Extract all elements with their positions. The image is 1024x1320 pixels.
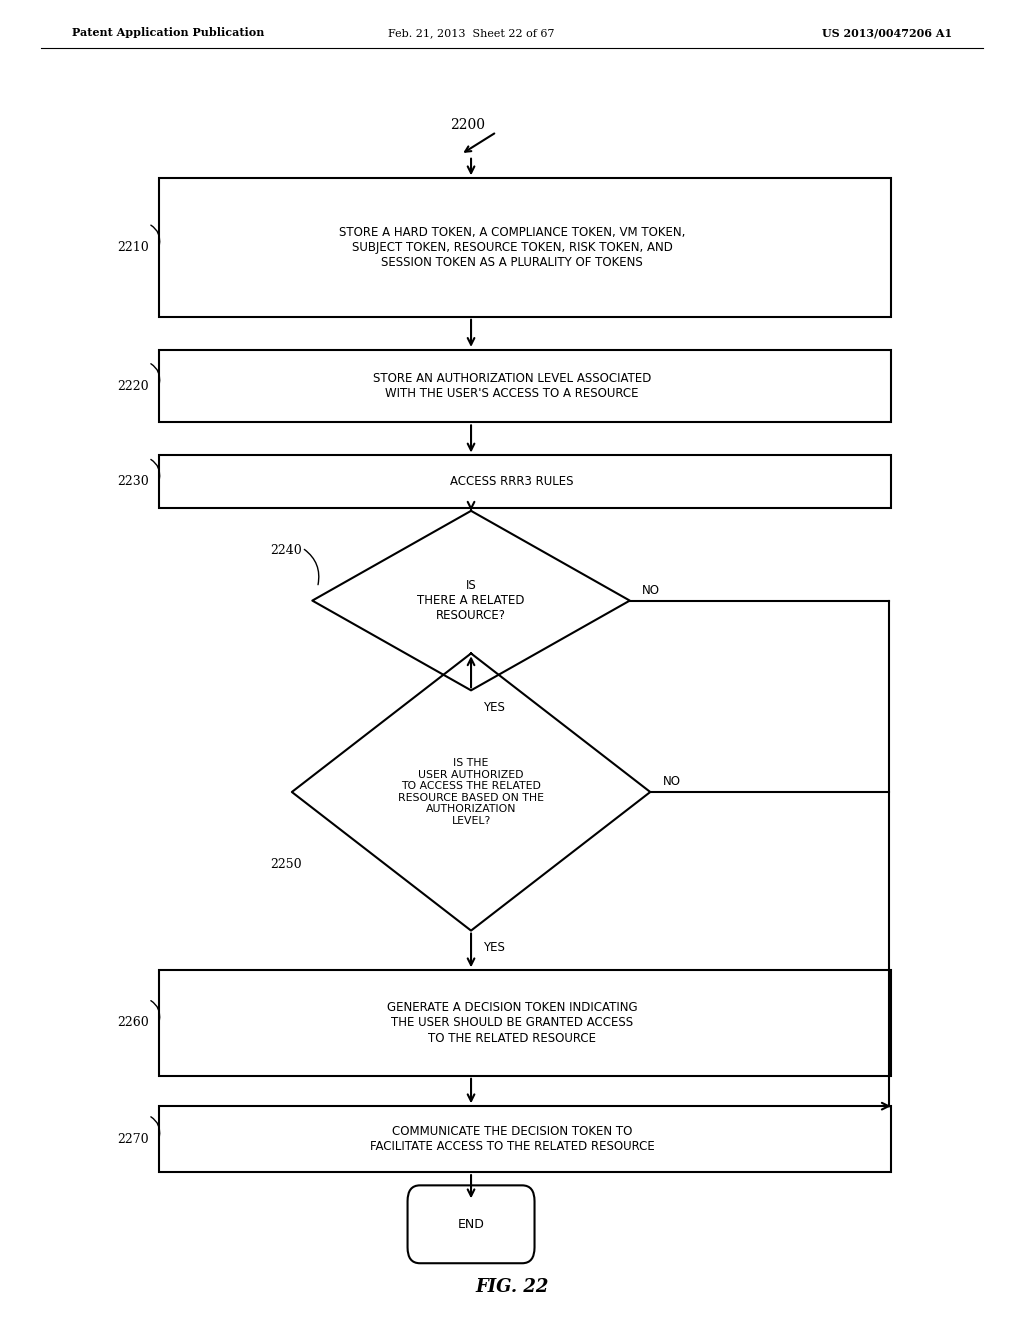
Bar bbox=[159, 455, 891, 508]
Text: STORE A HARD TOKEN, A COMPLIANCE TOKEN, VM TOKEN,
SUBJECT TOKEN, RESOURCE TOKEN,: STORE A HARD TOKEN, A COMPLIANCE TOKEN, … bbox=[339, 226, 685, 269]
Text: US 2013/0047206 A1: US 2013/0047206 A1 bbox=[822, 28, 952, 38]
Text: FIG. 22: FIG. 22 bbox=[475, 1278, 549, 1296]
Text: YES: YES bbox=[483, 941, 505, 954]
Bar bbox=[159, 178, 891, 317]
Text: 2210: 2210 bbox=[117, 242, 148, 253]
Text: Feb. 21, 2013  Sheet 22 of 67: Feb. 21, 2013 Sheet 22 of 67 bbox=[388, 28, 554, 38]
Text: GENERATE A DECISION TOKEN INDICATING
THE USER SHOULD BE GRANTED ACCESS
TO THE RE: GENERATE A DECISION TOKEN INDICATING THE… bbox=[387, 1002, 637, 1044]
Text: NO: NO bbox=[642, 583, 660, 597]
Bar bbox=[159, 1106, 891, 1172]
Text: NO: NO bbox=[663, 775, 681, 788]
Bar bbox=[159, 350, 891, 422]
Text: 2240: 2240 bbox=[270, 544, 302, 557]
Text: Patent Application Publication: Patent Application Publication bbox=[72, 28, 264, 38]
Text: STORE AN AUTHORIZATION LEVEL ASSOCIATED
WITH THE USER'S ACCESS TO A RESOURCE: STORE AN AUTHORIZATION LEVEL ASSOCIATED … bbox=[373, 372, 651, 400]
Text: 2220: 2220 bbox=[117, 380, 148, 392]
Text: 2200: 2200 bbox=[451, 119, 485, 132]
Text: 2260: 2260 bbox=[117, 1016, 148, 1030]
Text: IS THE
USER AUTHORIZED
TO ACCESS THE RELATED
RESOURCE BASED ON THE
AUTHORIZATION: IS THE USER AUTHORIZED TO ACCESS THE REL… bbox=[398, 758, 544, 826]
Text: END: END bbox=[458, 1218, 484, 1230]
Text: 2230: 2230 bbox=[117, 475, 148, 488]
Text: 2270: 2270 bbox=[117, 1133, 148, 1146]
Text: COMMUNICATE THE DECISION TOKEN TO
FACILITATE ACCESS TO THE RELATED RESOURCE: COMMUNICATE THE DECISION TOKEN TO FACILI… bbox=[370, 1125, 654, 1154]
Text: ACCESS RRR3 RULES: ACCESS RRR3 RULES bbox=[451, 475, 573, 488]
Text: 2250: 2250 bbox=[270, 858, 302, 871]
Text: YES: YES bbox=[483, 701, 505, 714]
Text: IS
THERE A RELATED
RESOURCE?: IS THERE A RELATED RESOURCE? bbox=[418, 579, 524, 622]
Bar bbox=[159, 970, 891, 1076]
FancyBboxPatch shape bbox=[408, 1185, 535, 1263]
